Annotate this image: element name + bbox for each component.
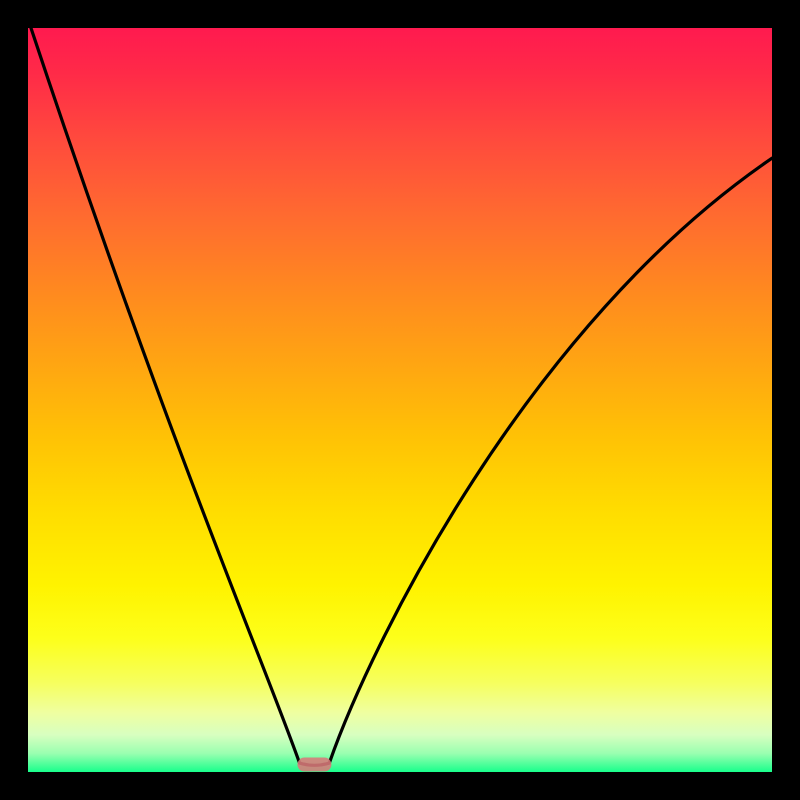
bottleneck-chart <box>0 0 800 800</box>
image-root: TheBottleneck.com <box>0 0 800 800</box>
chart-plot-area <box>28 28 772 772</box>
optimal-point-marker <box>297 758 331 772</box>
